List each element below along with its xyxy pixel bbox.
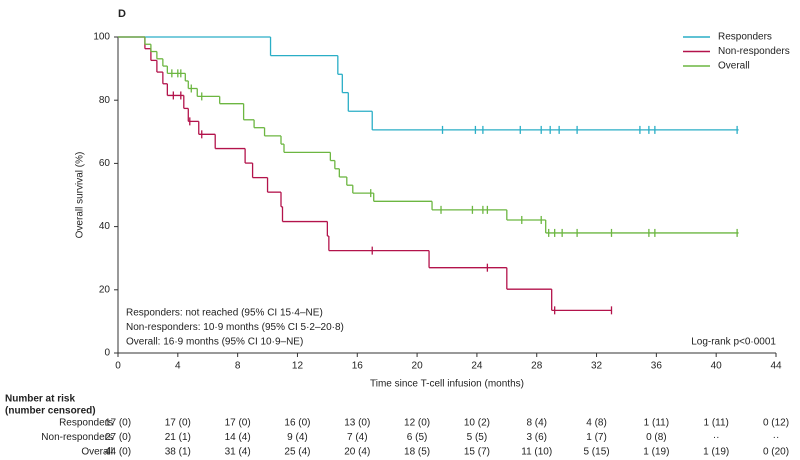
risk-cell: 0 (8) xyxy=(646,432,667,443)
risk-cell: 3 (6) xyxy=(526,432,547,443)
risk-cell: 0 (20) xyxy=(763,447,789,458)
legend-label: Responders xyxy=(718,32,772,43)
risk-cell: 9 (4) xyxy=(287,432,308,443)
risk-title: (number censored) xyxy=(5,406,96,417)
annotation: Overall: 16·9 months (95% CI 10·9–NE) xyxy=(126,337,303,348)
risk-cell: 31 (4) xyxy=(225,447,251,458)
risk-cell: 18 (5) xyxy=(404,447,430,458)
x-tick-label: 4 xyxy=(175,361,181,372)
risk-title: Number at risk xyxy=(5,394,75,405)
risk-cell: 14 (4) xyxy=(225,432,251,443)
risk-cell: 0 (12) xyxy=(763,418,789,429)
risk-cell: 17 (0) xyxy=(225,418,251,429)
risk-cell: ·· xyxy=(713,432,720,443)
risk-cell: 1 (11) xyxy=(644,418,669,429)
risk-cell: 17 (0) xyxy=(105,418,131,429)
risk-cell: 25 (4) xyxy=(284,447,310,458)
legend-label: Overall xyxy=(718,61,750,72)
x-tick-label: 8 xyxy=(235,361,241,372)
risk-cell: 16 (0) xyxy=(284,418,310,429)
risk-cell: 12 (0) xyxy=(404,418,430,429)
risk-cell: 7 (4) xyxy=(347,432,368,443)
x-tick-label: 16 xyxy=(352,361,364,372)
risk-cell: 1 (11) xyxy=(703,418,728,429)
risk-cell: 11 (10) xyxy=(521,447,552,458)
risk-cell: 10 (2) xyxy=(464,418,490,429)
x-tick-label: 36 xyxy=(651,361,663,372)
x-tick-label: 40 xyxy=(711,361,723,372)
risk-cell: 15 (7) xyxy=(464,447,490,458)
risk-cell: 38 (1) xyxy=(165,447,191,458)
y-tick-label: 60 xyxy=(99,158,111,169)
y-tick-label: 20 xyxy=(99,284,111,295)
x-tick-label: 32 xyxy=(591,361,603,372)
risk-cell: 13 (0) xyxy=(344,418,370,429)
x-tick-label: 0 xyxy=(115,361,121,372)
risk-row-label: Responders xyxy=(59,418,113,429)
risk-cell: 44 (0) xyxy=(105,447,131,458)
y-tick-label: 40 xyxy=(99,221,111,232)
x-tick-label: 44 xyxy=(770,361,782,372)
risk-row-label: Non-responders xyxy=(41,432,113,443)
x-axis-label: Time since T-cell infusion (months) xyxy=(370,379,524,390)
panel-label: D xyxy=(118,8,126,20)
risk-cell: 1 (19) xyxy=(643,447,669,458)
annotation: Responders: not reached (95% CI 15·4–NE) xyxy=(126,308,323,319)
x-tick-label: 12 xyxy=(292,361,304,372)
y-tick-label: 0 xyxy=(104,348,110,359)
risk-cell: 5 (5) xyxy=(467,432,488,443)
y-tick-label: 100 xyxy=(93,32,110,43)
risk-cell: 6 (5) xyxy=(407,432,428,443)
risk-cell: 17 (0) xyxy=(165,418,191,429)
x-tick-label: 20 xyxy=(412,361,424,372)
x-tick-label: 28 xyxy=(531,361,543,372)
p-value: Log-rank p<0·0001 xyxy=(691,337,776,348)
risk-cell: ·· xyxy=(773,432,780,443)
x-tick-label: 24 xyxy=(471,361,483,372)
y-axis-label: Overall survival (%) xyxy=(75,152,86,239)
risk-cell: 20 (4) xyxy=(344,447,370,458)
annotation: Non-responders: 10·9 months (95% CI 5·2–… xyxy=(126,322,344,333)
risk-cell: 1 (7) xyxy=(586,432,607,443)
legend-label: Non-responders xyxy=(718,46,790,57)
risk-cell: 27 (0) xyxy=(105,432,131,443)
risk-row-label: Overall xyxy=(81,447,113,458)
risk-cell: 1 (19) xyxy=(703,447,729,458)
y-tick-label: 80 xyxy=(99,95,111,106)
risk-cell: 8 (4) xyxy=(526,418,547,429)
risk-cell: 4 (8) xyxy=(586,418,607,429)
risk-cell: 21 (1) xyxy=(165,432,191,443)
risk-cell: 5 (15) xyxy=(583,447,609,458)
